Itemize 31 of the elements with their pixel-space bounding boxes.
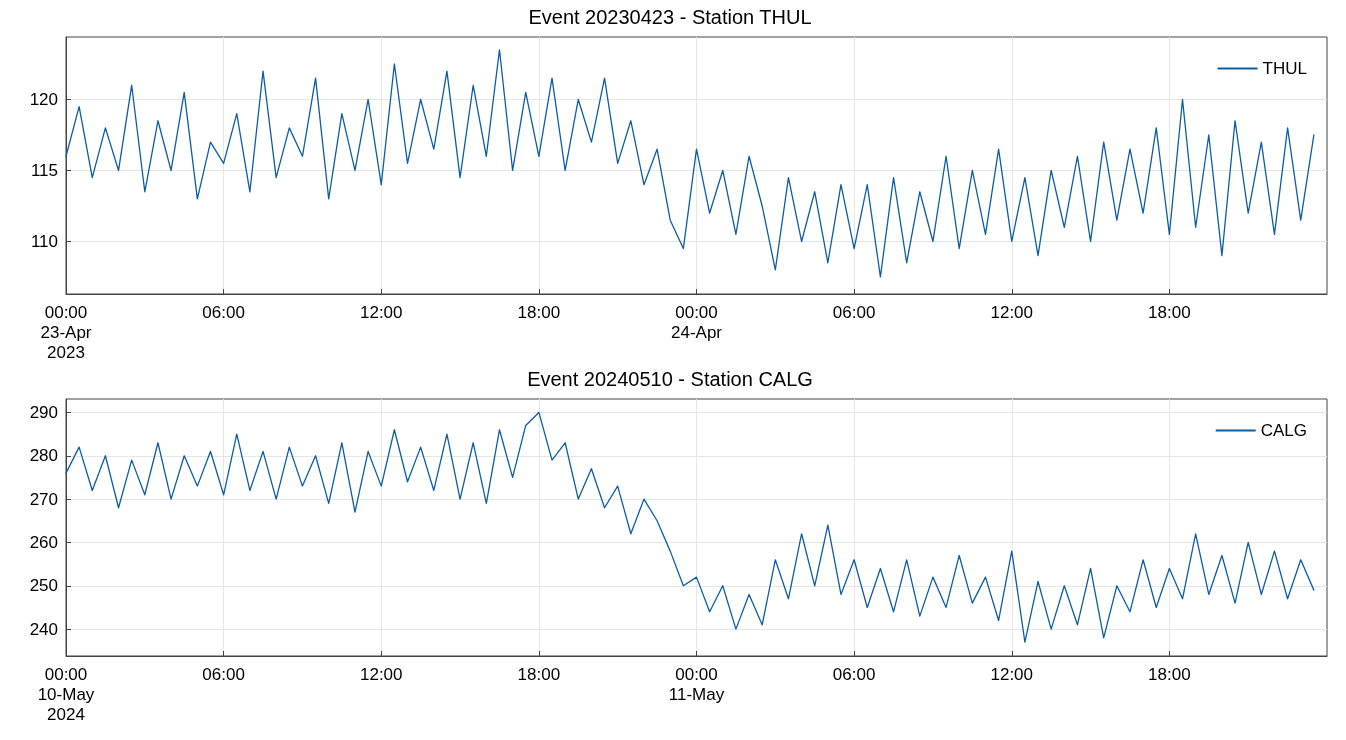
chart-title: Event 20240510 - Station CALG [527, 368, 813, 390]
x-tick-label: 12:00 [359, 664, 403, 684]
y-tick-label: 120 [29, 89, 58, 109]
x-tick-label: 06:00 [832, 664, 876, 684]
x-tick-label: 12:00 [990, 302, 1034, 322]
y-tick-label: 250 [29, 576, 58, 596]
x-tick-label: 06:00 [202, 302, 245, 322]
x-tick-label: 00:00 11-May [668, 664, 725, 704]
x-tick-label: 18:00 [517, 664, 561, 684]
y-tick-label: 240 [29, 619, 58, 639]
x-tick-label: 00:00 23-Apr 2023 [40, 302, 92, 362]
y-tick-label: 270 [29, 489, 58, 509]
x-tick-label: 12:00 [359, 302, 403, 322]
x-tick-label: 18:00 [517, 302, 561, 322]
y-tick-label: 290 [29, 402, 58, 422]
legend-label: THUL [1262, 59, 1308, 78]
y-tick-label: 110 [30, 231, 58, 251]
x-tick-label: 00:00 24-Apr [670, 302, 723, 342]
chart-title: Event 20230423 - Station THUL [528, 6, 812, 28]
y-tick-label: 115 [30, 160, 58, 180]
x-tick-label: 06:00 [202, 664, 245, 684]
x-tick-label: 18:00 [1148, 664, 1191, 684]
x-tick-label: 00:00 10-May 2024 [37, 664, 95, 724]
line-series [65, 49, 1315, 278]
legend-label: CALG [1260, 421, 1307, 440]
line-series [65, 411, 1315, 643]
y-tick-label: 280 [29, 446, 58, 466]
x-tick-label: 12:00 [990, 664, 1034, 684]
x-tick-label: 06:00 [832, 302, 876, 322]
y-tick-label: 260 [29, 532, 58, 552]
x-tick-label: 18:00 [1148, 302, 1191, 322]
